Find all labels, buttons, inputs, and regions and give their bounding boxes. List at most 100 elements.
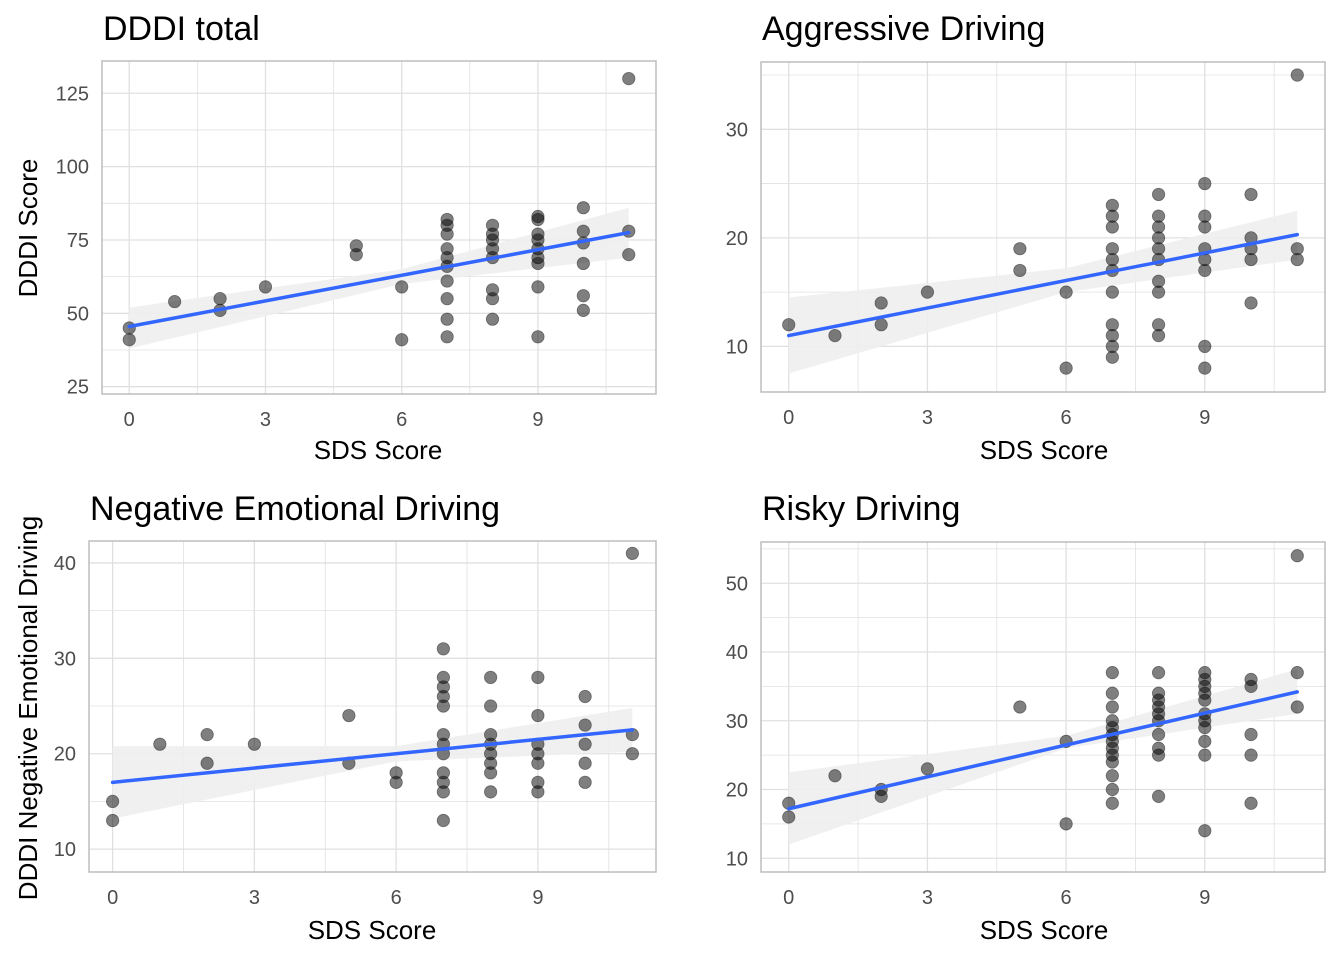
data-point: [485, 312, 500, 326]
data-point: [1244, 727, 1258, 742]
data-point: [578, 689, 592, 704]
data-point: [1151, 285, 1166, 299]
data-point: [1198, 339, 1212, 354]
data-point: [484, 670, 498, 685]
data-point: [440, 330, 454, 344]
x-tick-label: 6: [1061, 407, 1072, 429]
data-point: [1244, 296, 1258, 310]
confidence-band: [112, 707, 633, 819]
data-point: [440, 274, 454, 288]
data-point: [828, 769, 842, 783]
x-tick-label: 9: [532, 887, 543, 909]
regression-line: [127, 230, 631, 329]
y-tick-label: 100: [56, 157, 89, 179]
data-point: [1105, 350, 1119, 364]
y-tick-label: 125: [56, 83, 89, 105]
data-point: [874, 789, 888, 803]
regression-line: [786, 690, 1300, 811]
y-tick-label: 20: [726, 228, 748, 250]
panel-border: [760, 541, 1326, 873]
x-tick-label: 0: [783, 887, 794, 909]
panel-title: Aggressive Driving: [762, 10, 1045, 48]
data-point: [576, 201, 590, 215]
data-point: [200, 756, 214, 770]
data-point: [1105, 686, 1119, 700]
y-tick-label: 20: [54, 744, 76, 766]
plot-area: [760, 61, 1326, 393]
y-tick-label: 30: [726, 119, 748, 141]
data-point: [1198, 734, 1212, 748]
confidence-band: [788, 210, 1298, 374]
panel-negative-emotional-driving: Negative Emotional Driving SDS Score DDD…: [13, 490, 657, 945]
y-tick-label: 10: [54, 839, 76, 861]
data-point: [1290, 252, 1304, 267]
data-point: [1151, 789, 1166, 803]
x-axis-label: SDS Score: [980, 915, 1109, 945]
data-point: [247, 737, 261, 751]
y-axis-label: DDDI Score: [13, 159, 43, 298]
data-point: [1059, 285, 1073, 299]
x-tick-label: 9: [1199, 407, 1210, 429]
data-point: [625, 747, 639, 761]
data-point: [531, 670, 545, 685]
data-point: [1013, 242, 1027, 256]
y-tick-label: 50: [726, 573, 748, 595]
data-point: [168, 294, 182, 309]
x-tick-label: 0: [107, 887, 118, 909]
confidence-band: [788, 669, 1298, 845]
plot-area: [88, 540, 657, 873]
data-point: [1151, 328, 1166, 343]
x-axis-label: SDS Score: [308, 915, 437, 945]
data-point: [1290, 700, 1304, 714]
y-tick-label: 30: [726, 711, 748, 733]
data-point: [828, 328, 842, 343]
data-point: [622, 248, 636, 262]
data-point: [576, 224, 590, 238]
x-tick-label: 3: [922, 887, 933, 909]
data-point: [1151, 727, 1166, 742]
data-point: [874, 296, 888, 310]
data-point: [531, 212, 545, 227]
panel-dddi-total: DDDI total SDS Score DDDI Score 0 3 6 9 25 50…: [13, 10, 657, 465]
data-point: [1244, 796, 1258, 810]
data-point: [436, 813, 450, 828]
data-point: [1151, 187, 1166, 202]
data-point: [578, 756, 592, 770]
data-point: [1151, 666, 1166, 680]
data-point: [485, 292, 500, 306]
data-point: [576, 256, 590, 271]
panel-border: [101, 60, 657, 395]
data-point: [106, 813, 120, 828]
data-point: [1290, 68, 1304, 82]
panel-risky-driving: Risky Driving SDS Score 0 3 6 9 10 20 30 40 50: [726, 490, 1326, 945]
data-point: [342, 708, 356, 723]
data-point: [153, 737, 167, 751]
data-point: [258, 280, 273, 294]
data-point: [625, 546, 639, 561]
data-point: [436, 642, 450, 656]
data-point: [576, 303, 590, 317]
data-point: [1105, 666, 1119, 680]
data-point: [1198, 176, 1212, 191]
data-point: [920, 285, 935, 299]
data-point: [440, 227, 454, 241]
data-point: [1198, 721, 1212, 735]
y-tick-label: 20: [726, 780, 748, 802]
regression-line: [786, 232, 1300, 338]
data-point: [578, 718, 592, 732]
data-point: [576, 289, 590, 303]
x-tick-label: 0: [124, 409, 135, 431]
data-point: [484, 699, 498, 713]
data-point: [1105, 796, 1119, 810]
data-point: [1059, 361, 1073, 375]
data-point: [395, 280, 409, 294]
x-axis-label: SDS Score: [314, 435, 443, 465]
data-point: [1290, 666, 1304, 680]
data-point: [1013, 263, 1027, 278]
data-point: [531, 256, 545, 271]
panel-aggressive-driving: Aggressive Driving SDS Score 0 3 6 9 10 20 30: [726, 10, 1326, 465]
data-point: [1244, 679, 1258, 693]
x-tick-label: 3: [249, 887, 260, 909]
x-tick-label: 0: [783, 407, 794, 429]
